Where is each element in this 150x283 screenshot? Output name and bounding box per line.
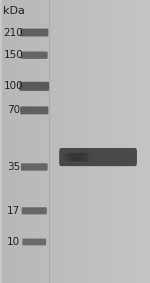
Text: 150: 150: [4, 50, 23, 60]
FancyBboxPatch shape: [20, 106, 48, 114]
FancyBboxPatch shape: [21, 163, 48, 171]
FancyBboxPatch shape: [20, 82, 49, 91]
FancyBboxPatch shape: [71, 153, 91, 161]
FancyBboxPatch shape: [59, 148, 137, 166]
FancyBboxPatch shape: [22, 239, 46, 245]
Text: 70: 70: [7, 105, 20, 115]
FancyBboxPatch shape: [64, 153, 84, 161]
Text: 10: 10: [7, 237, 20, 247]
Text: 35: 35: [7, 162, 20, 172]
FancyBboxPatch shape: [21, 52, 48, 59]
Text: 210: 210: [4, 27, 23, 38]
FancyBboxPatch shape: [68, 153, 88, 161]
Text: 100: 100: [4, 81, 23, 91]
Text: kDa: kDa: [3, 6, 24, 16]
FancyBboxPatch shape: [22, 207, 47, 215]
Text: 17: 17: [7, 206, 20, 216]
FancyBboxPatch shape: [20, 29, 48, 37]
